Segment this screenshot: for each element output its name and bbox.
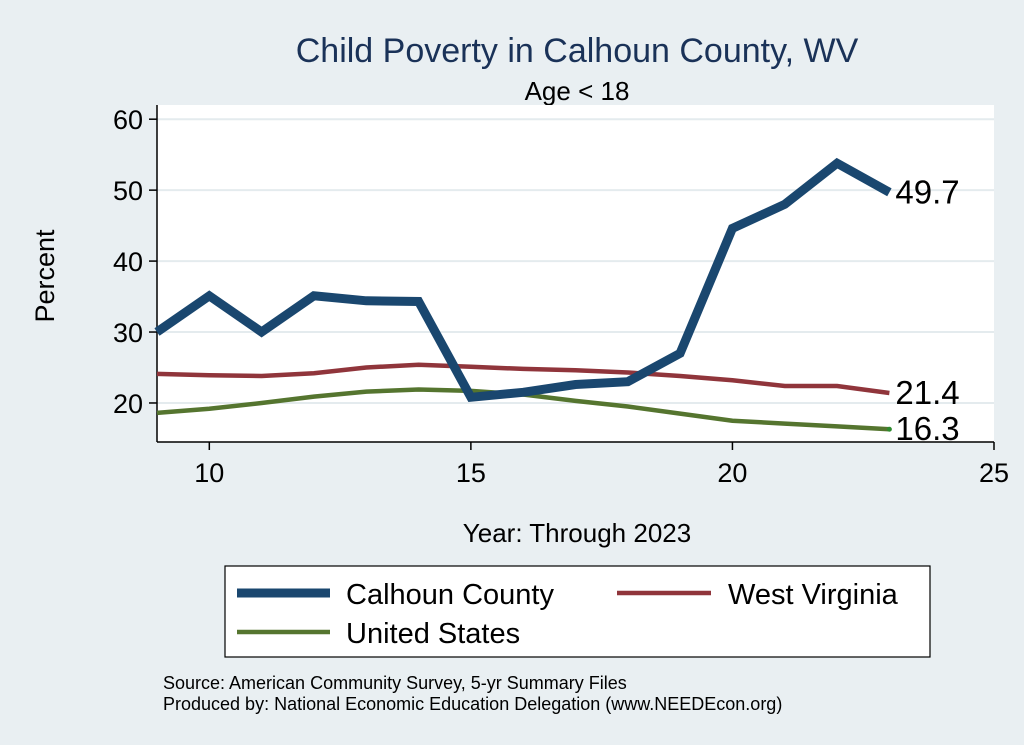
legend: Calhoun County West Virginia United States (224, 565, 931, 658)
chart-subtitle: Age < 18 (525, 76, 630, 106)
x-axis-ticks: 10 15 20 25 (194, 442, 1009, 488)
source-note: Source: American Community Survey, 5-yr … (163, 673, 627, 693)
y-axis-ticks: 20 30 40 50 60 (113, 105, 157, 419)
y-tick-label: 60 (113, 105, 143, 135)
y-tick-label: 30 (113, 318, 143, 348)
y-axis-title: Percent (30, 229, 60, 323)
series-end-marker (886, 426, 892, 432)
x-axis-title: Year: Through 2023 (463, 518, 691, 548)
x-tick-label: 25 (979, 458, 1009, 488)
y-tick-label: 40 (113, 247, 143, 277)
chart-title: Child Poverty in Calhoun County, WV (296, 32, 859, 70)
series-lines (154, 157, 892, 432)
series-line-calhoun-county (154, 157, 892, 403)
legend-box (224, 565, 931, 658)
x-tick-label: 20 (717, 458, 747, 488)
series-line-west-virginia (156, 362, 890, 396)
end-label: 49.7 (895, 173, 959, 210)
x-tick-label: 10 (194, 458, 224, 488)
legend-label: West Virginia (728, 579, 899, 611)
y-tick-label: 50 (113, 176, 143, 206)
y-tick-label: 20 (113, 389, 143, 419)
x-tick-label: 15 (456, 458, 486, 488)
legend-label: Calhoun County (346, 579, 554, 611)
end-label: 21.4 (895, 374, 959, 411)
grid (157, 118, 994, 404)
end-label: 16.3 (895, 410, 959, 447)
legend-label: United States (346, 618, 520, 650)
end-labels: 49.7 21.416.3 (895, 173, 959, 447)
produced-by-note: Produced by: National Economic Education… (163, 694, 782, 714)
